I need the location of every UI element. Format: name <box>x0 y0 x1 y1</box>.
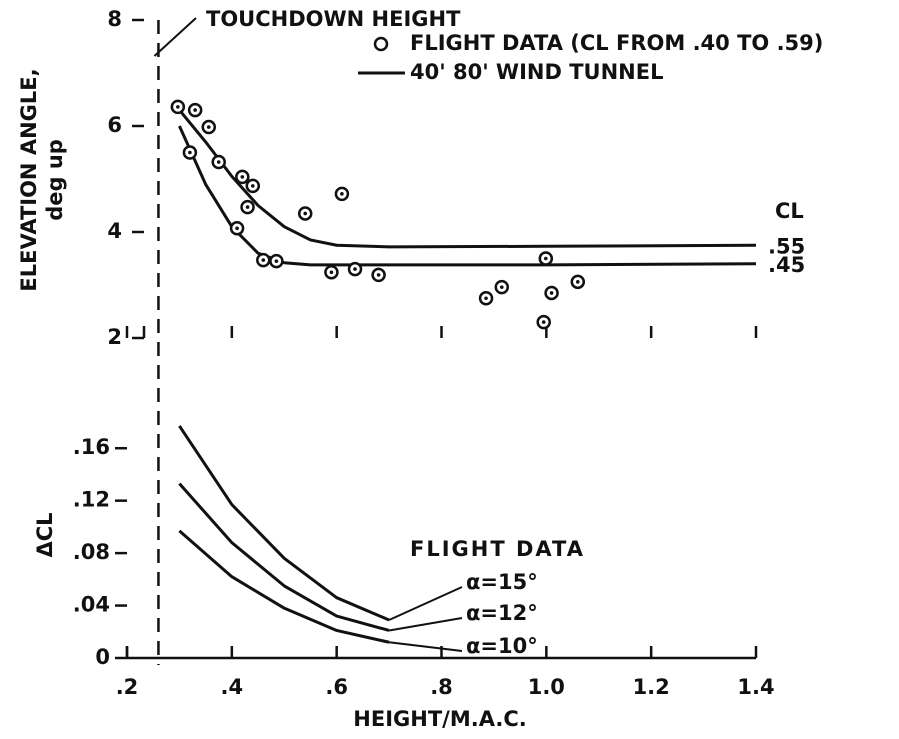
label-leader <box>388 641 463 652</box>
series-label: α=15° <box>466 570 538 594</box>
curve <box>178 109 757 249</box>
series-label: α=12° <box>466 601 538 625</box>
data-point-dot <box>376 273 381 277</box>
curve <box>178 425 390 622</box>
line-label: .55 <box>768 234 805 258</box>
data-point-dot <box>484 296 488 301</box>
data-point-dot <box>353 267 357 271</box>
y-axis-label: ΔCL <box>33 512 57 557</box>
curve <box>178 529 390 644</box>
data-point-dot <box>499 285 504 289</box>
label-leader <box>388 617 463 632</box>
data-point-dot <box>541 320 546 324</box>
line-group-label: CL <box>775 199 804 223</box>
data-point-dot <box>176 105 180 109</box>
y-axis-label: ELEVATION ANGLE, <box>17 68 41 291</box>
annotation: TOUCHDOWN HEIGHT <box>206 7 461 31</box>
y-tick-label: .12 <box>73 488 110 512</box>
y-tick-label: 6 <box>107 113 122 137</box>
data-point-dot <box>274 259 279 263</box>
x-tick-label: .4 <box>221 675 244 699</box>
data-point-dot <box>261 258 266 262</box>
data-point-dot <box>544 256 548 261</box>
data-point-dot <box>251 184 255 188</box>
y-tick-label: 8 <box>107 7 122 31</box>
y-tick-label: 0 <box>95 645 110 669</box>
y-axis-label: deg up <box>43 139 67 221</box>
data-point-dot <box>303 211 308 216</box>
y-tick-label: 2 <box>107 325 122 349</box>
line-label: .45 <box>768 253 805 277</box>
x-axis-label: HEIGHT/M.A.C. <box>353 707 526 731</box>
annotation-leader <box>153 17 197 57</box>
x-tick-label: 1.0 <box>528 675 565 699</box>
label-leader <box>388 586 463 621</box>
data-point-dot <box>340 192 344 196</box>
x-tick-label: 1.2 <box>633 675 670 699</box>
curve <box>178 482 390 632</box>
x-tick-label: .2 <box>116 675 139 699</box>
y-tick-label: 4 <box>107 219 122 243</box>
y-tick-label: .04 <box>73 593 110 617</box>
y-tick-label: .16 <box>73 435 110 459</box>
data-point-dot <box>245 205 250 209</box>
series-label: α=10° <box>466 634 538 658</box>
data-point-dot <box>549 291 554 295</box>
data-point-dot <box>206 125 211 129</box>
data-point-dot <box>235 226 239 231</box>
legend-label: 40' 80' WIND TUNNEL <box>410 60 663 84</box>
data-point-dot <box>188 150 192 155</box>
curve <box>178 125 757 267</box>
data-point-dot <box>216 160 221 164</box>
legend-label: FLIGHT DATA (CL FROM .40 TO .59) <box>410 31 823 55</box>
legend-title: FLIGHT DATA <box>410 537 585 561</box>
data-point-dot <box>193 108 197 112</box>
x-tick-label: .6 <box>325 675 348 699</box>
x-tick-label: 1.4 <box>737 675 774 699</box>
data-point-dot <box>329 270 334 275</box>
legend-marker <box>373 36 389 52</box>
y-tick-label: .08 <box>73 540 110 564</box>
x-tick-label: .8 <box>430 675 453 699</box>
data-point-dot <box>575 280 580 284</box>
data-point-dot <box>240 175 245 179</box>
